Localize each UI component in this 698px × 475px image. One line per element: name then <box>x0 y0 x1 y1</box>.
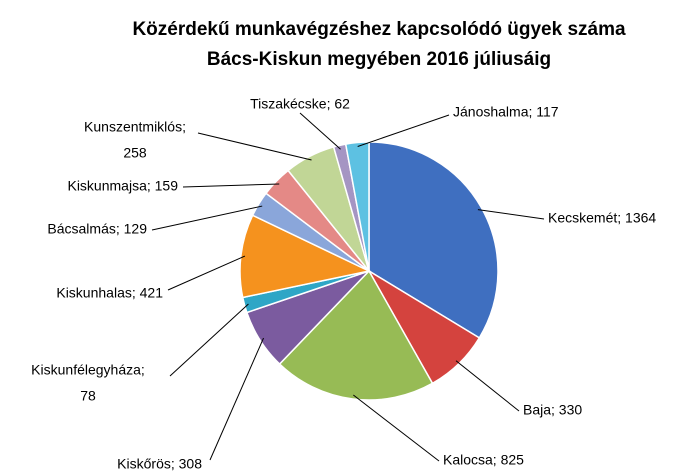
data-label: Kiskőrös; 308 <box>117 456 202 472</box>
data-label: 258 <box>123 145 147 161</box>
pie-slice <box>368 141 499 339</box>
data-label: Kiskunhalas; 421 <box>56 285 163 301</box>
data-label: Jánoshalma; 117 <box>453 104 559 120</box>
leader-line <box>209 337 264 461</box>
leader-line <box>167 255 246 291</box>
data-label: 78 <box>80 388 96 404</box>
leader-line <box>197 132 312 161</box>
leader-line <box>353 394 440 462</box>
pie-slice <box>344 141 370 272</box>
data-label: Kiskunmajsa; 159 <box>67 178 178 194</box>
chart-title: Közérdekű munkavégzéshez kapcsolódó ügye… <box>132 19 626 40</box>
data-label: Kiskunfélegyháza; <box>31 362 145 378</box>
leader-line <box>169 303 249 377</box>
pie-slice <box>278 269 434 401</box>
data-label: Baja; 330 <box>523 402 582 418</box>
data-label: Kunszentmiklós; <box>84 119 186 135</box>
leader-line <box>477 209 545 220</box>
leader-line <box>182 183 280 188</box>
data-label: Tiszakécske; 62 <box>250 96 350 112</box>
data-label: Kalocsa; 825 <box>443 452 524 468</box>
leader-line <box>151 205 263 231</box>
leader-line <box>455 360 520 412</box>
pie-slice <box>239 214 372 299</box>
leader-line <box>299 112 341 150</box>
chart-title: Bács-Kiskun megyében 2016 júliusáig <box>207 49 551 70</box>
data-label: Kecskemét; 1364 <box>548 210 656 226</box>
leader-line <box>357 114 450 147</box>
data-label: Bácsalmás; 129 <box>47 221 147 237</box>
